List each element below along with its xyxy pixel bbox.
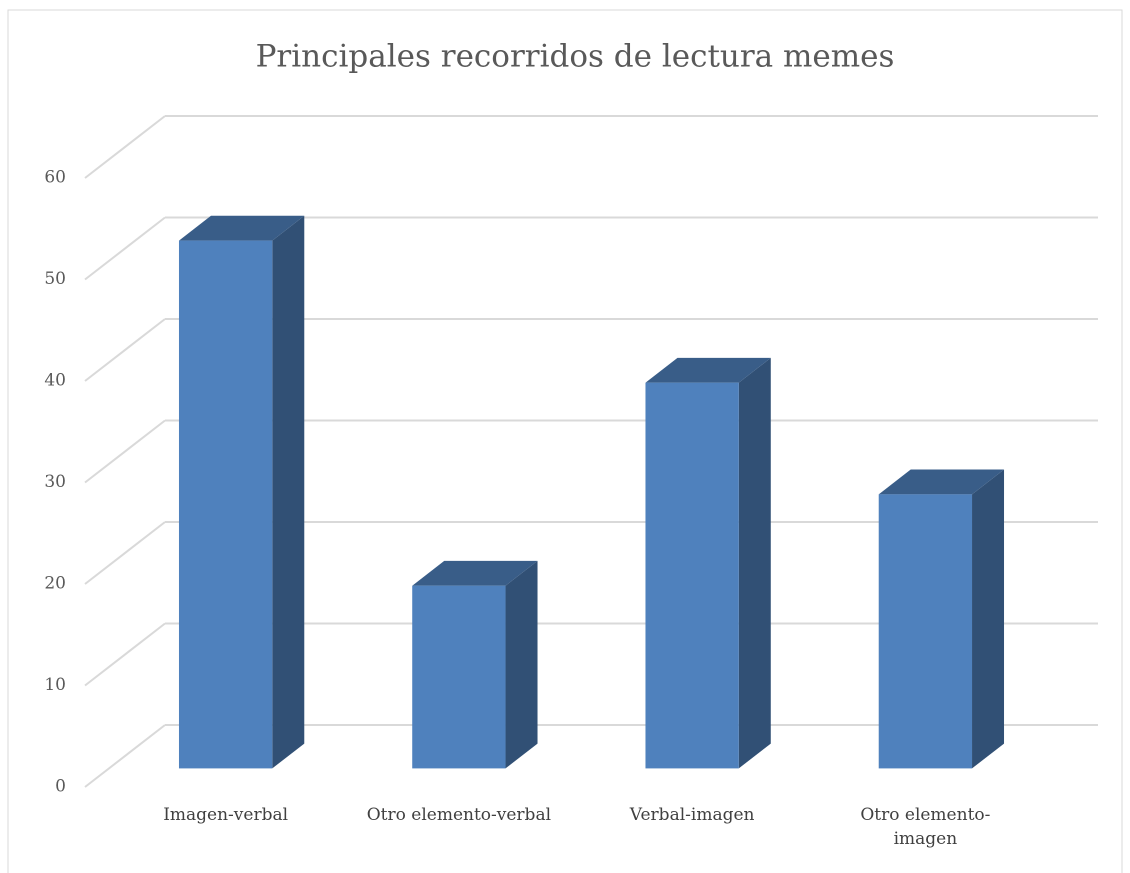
grid-line bbox=[84, 622, 166, 687]
bar bbox=[878, 494, 973, 769]
grid-line bbox=[84, 115, 166, 179]
chart-title: Principales recorridos de lectura memes bbox=[256, 39, 895, 75]
bar bbox=[645, 382, 739, 769]
x-tick-label: Otro elemento-verbal bbox=[366, 805, 552, 825]
grid-line bbox=[84, 318, 166, 382]
grid-line bbox=[84, 724, 166, 788]
y-tick-label: 60 bbox=[44, 168, 66, 188]
bar bbox=[412, 585, 506, 769]
grid-line bbox=[84, 521, 166, 585]
bar-side bbox=[738, 357, 771, 769]
x-tick-label: Otro elemento-imagen bbox=[860, 805, 991, 849]
chart-border bbox=[7, 9, 1123, 873]
bar-side bbox=[505, 560, 538, 769]
x-tick-label: Imagen-verbal bbox=[163, 805, 289, 825]
y-tick-label: 10 bbox=[44, 675, 66, 695]
x-tick-label: Verbal-imagen bbox=[629, 805, 755, 825]
bar-top bbox=[878, 469, 1005, 495]
y-tick-label: 40 bbox=[44, 371, 66, 391]
y-tick-label: 50 bbox=[44, 269, 66, 289]
grid-line bbox=[84, 419, 166, 484]
bar-top bbox=[412, 560, 538, 586]
bar-side bbox=[272, 215, 305, 769]
grid-line bbox=[84, 216, 166, 281]
bar bbox=[178, 240, 273, 769]
bar-side bbox=[972, 469, 1005, 769]
y-tick-label: 0 bbox=[55, 777, 66, 797]
y-tick-label: 20 bbox=[44, 574, 66, 594]
y-tick-label: 30 bbox=[44, 472, 66, 492]
bar-top bbox=[645, 357, 771, 383]
bar-top bbox=[178, 215, 305, 241]
